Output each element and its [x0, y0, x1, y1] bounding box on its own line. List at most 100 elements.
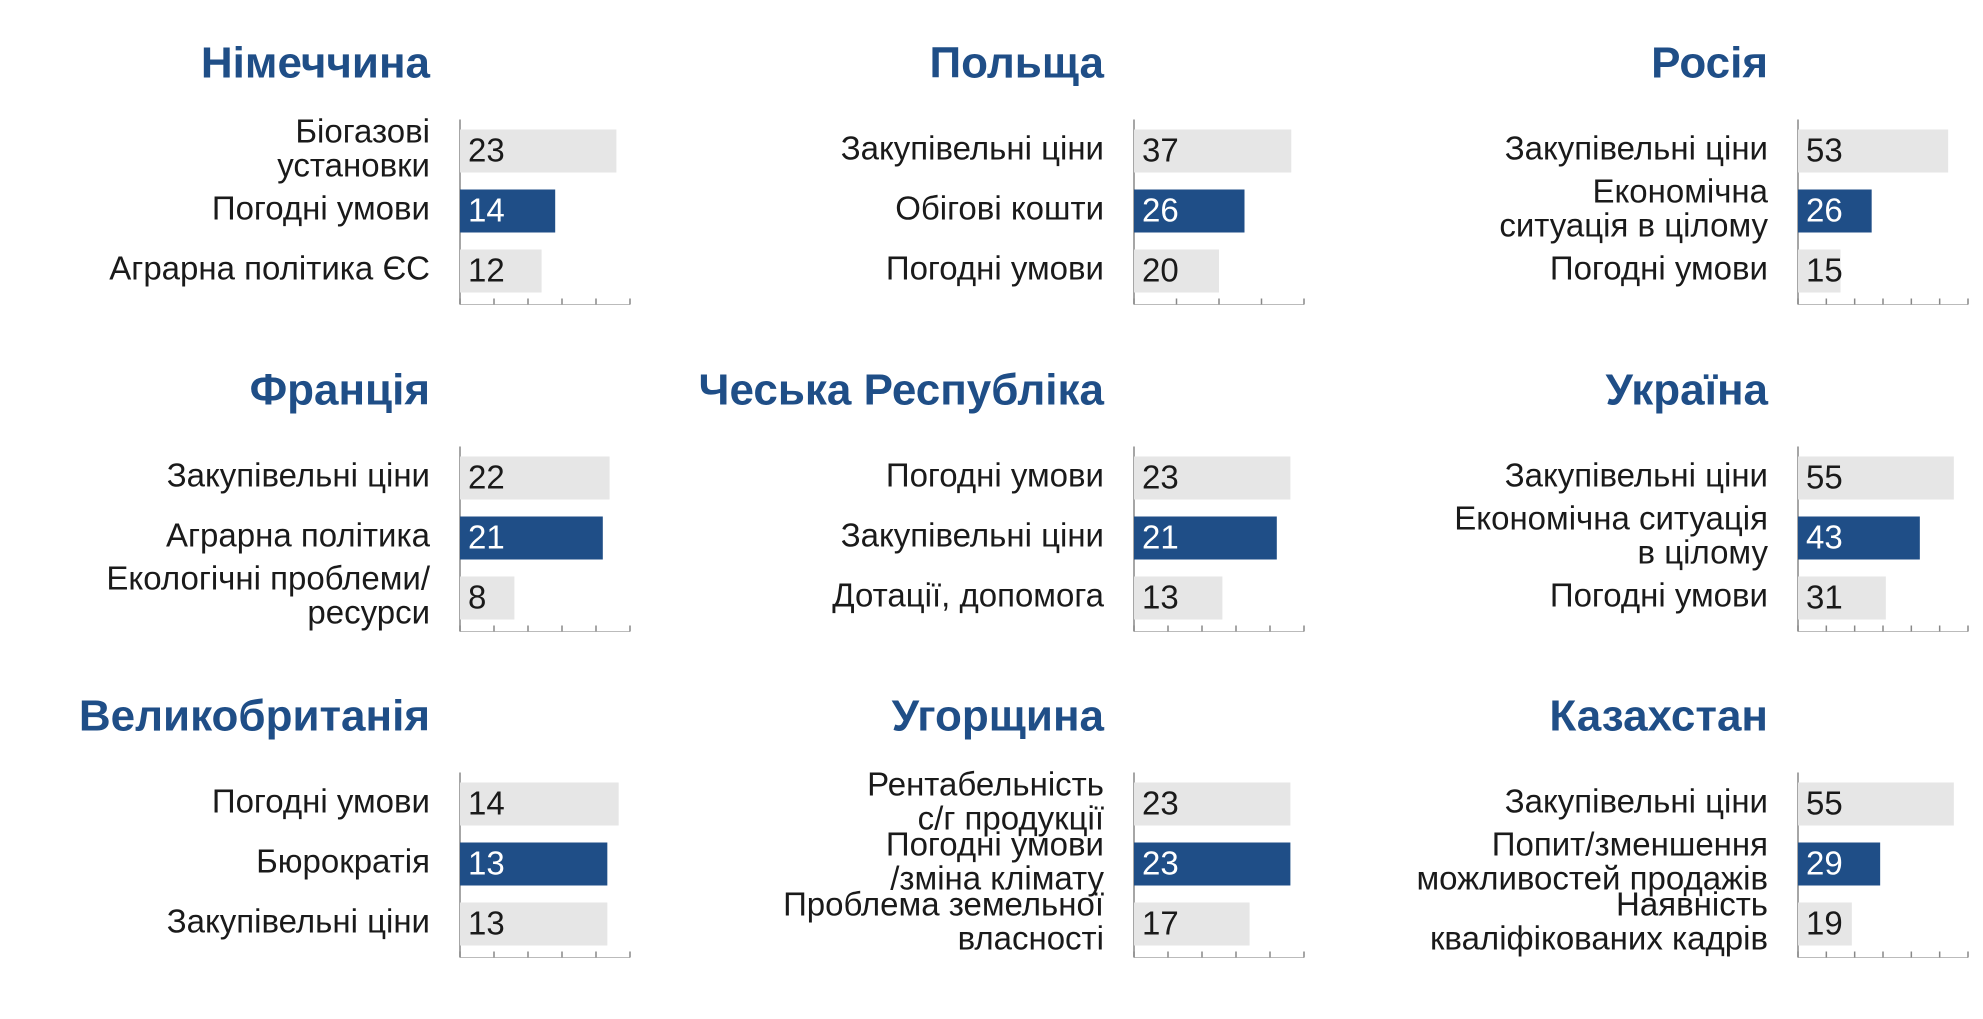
- value-label: 13: [1142, 579, 1179, 616]
- bar: [1134, 782, 1291, 826]
- panel-title: Німеччина: [201, 39, 431, 88]
- value-label: 13: [468, 845, 505, 882]
- category-label: Закупівельні ціни: [841, 517, 1104, 554]
- value-label: 21: [1142, 519, 1179, 556]
- value-label: 23: [1142, 845, 1179, 882]
- value-label: 43: [1806, 519, 1843, 556]
- bar: [1798, 902, 1852, 946]
- value-label: 29: [1806, 845, 1843, 882]
- panel-title: Чеська Республіка: [699, 366, 1105, 415]
- category-label: Погодні умови: [212, 783, 430, 820]
- category-label: Обігові кошти: [895, 190, 1104, 227]
- category-label: ресурси: [307, 594, 430, 631]
- panel-title: Великобританія: [79, 692, 430, 741]
- value-label: 37: [1142, 132, 1179, 169]
- bar: [460, 576, 515, 620]
- category-label: Біогазові: [295, 113, 430, 150]
- bar: [1798, 842, 1881, 886]
- bar: [460, 902, 608, 946]
- value-label: 23: [468, 132, 505, 169]
- value-label: 13: [468, 905, 505, 942]
- bar: [1134, 516, 1277, 560]
- category-label: ситуація в цілому: [1499, 207, 1768, 244]
- value-label: 14: [468, 192, 505, 229]
- category-label: /зміна клімату: [890, 860, 1104, 897]
- bar: [1134, 129, 1292, 173]
- category-label: Погодні умови: [886, 457, 1104, 494]
- bar: [460, 456, 610, 500]
- category-label: Дотації, допомога: [832, 577, 1104, 614]
- category-label: в цілому: [1638, 534, 1769, 571]
- panel-title: Франція: [250, 366, 430, 415]
- category-label: можливостей продажів: [1416, 860, 1768, 897]
- bar: [1798, 129, 1949, 173]
- bar: [1134, 249, 1219, 293]
- category-label: кваліфікованих кадрів: [1430, 920, 1768, 957]
- category-label: Погодні умови: [886, 826, 1104, 863]
- bar: [460, 516, 603, 560]
- category-label: с/г продукції: [918, 800, 1104, 837]
- category-label: Економічна ситуація: [1454, 500, 1768, 537]
- category-label: Бюрократія: [256, 843, 430, 880]
- category-label: Економічна: [1592, 173, 1768, 210]
- value-label: 17: [1142, 905, 1179, 942]
- bar: [1134, 902, 1250, 946]
- value-label: 22: [468, 459, 505, 496]
- category-label: Наявність: [1616, 886, 1768, 923]
- bar: [1134, 456, 1291, 500]
- value-label: 12: [468, 252, 505, 289]
- panel-title: Росія: [1651, 39, 1768, 88]
- bar: [1798, 249, 1841, 293]
- value-label: 26: [1142, 192, 1179, 229]
- bar: [1798, 576, 1886, 620]
- bar: [1798, 516, 1920, 560]
- bar: [460, 782, 619, 826]
- bar: [1798, 456, 1954, 500]
- category-label: Закупівельні ціни: [1505, 457, 1768, 494]
- category-label: Погодні умови: [212, 190, 430, 227]
- bar: [1134, 842, 1291, 886]
- value-label: 31: [1806, 579, 1843, 616]
- bar: [460, 189, 556, 233]
- bar: [1134, 576, 1223, 620]
- category-label: Проблема земельної: [783, 886, 1104, 923]
- bar: [460, 842, 608, 886]
- panel-title: Казахстан: [1549, 692, 1768, 741]
- category-label: Погодні умови: [886, 250, 1104, 287]
- value-label: 8: [468, 579, 486, 616]
- category-label: Погодні умови: [1550, 250, 1768, 287]
- bar: [1134, 189, 1245, 233]
- panel-title: Україна: [1606, 366, 1769, 415]
- category-label: Закупівельні ціни: [1505, 130, 1768, 167]
- value-label: 14: [468, 785, 505, 822]
- category-label: Закупівельні ціни: [167, 457, 430, 494]
- category-label: власності: [958, 920, 1104, 957]
- category-label: Попит/зменшення: [1492, 826, 1768, 863]
- category-label: Закупівельні ціни: [1505, 783, 1768, 820]
- panel-title: Угорщина: [892, 692, 1105, 741]
- value-label: 26: [1806, 192, 1843, 229]
- category-label: Рентабельність: [867, 766, 1104, 803]
- category-label: Екологічні проблеми/: [106, 560, 430, 597]
- category-label: Погодні умови: [1550, 577, 1768, 614]
- bar: [1798, 189, 1872, 233]
- value-label: 19: [1806, 905, 1843, 942]
- value-label: 23: [1142, 785, 1179, 822]
- category-label: Закупівельні ціни: [167, 903, 430, 940]
- value-label: 53: [1806, 132, 1843, 169]
- category-label: Закупівельні ціни: [841, 130, 1104, 167]
- bar: [460, 249, 542, 293]
- value-label: 21: [468, 519, 505, 556]
- panel-title: Польща: [929, 39, 1104, 88]
- bar: [1798, 782, 1954, 826]
- value-label: 55: [1806, 785, 1843, 822]
- value-label: 55: [1806, 459, 1843, 496]
- value-label: 15: [1806, 252, 1843, 289]
- category-label: Аграрна політика: [166, 517, 431, 554]
- value-label: 23: [1142, 459, 1179, 496]
- value-label: 20: [1142, 252, 1179, 289]
- category-label: установки: [277, 147, 430, 184]
- bar: [460, 129, 617, 173]
- category-label: Аграрна політика ЄС: [109, 250, 430, 287]
